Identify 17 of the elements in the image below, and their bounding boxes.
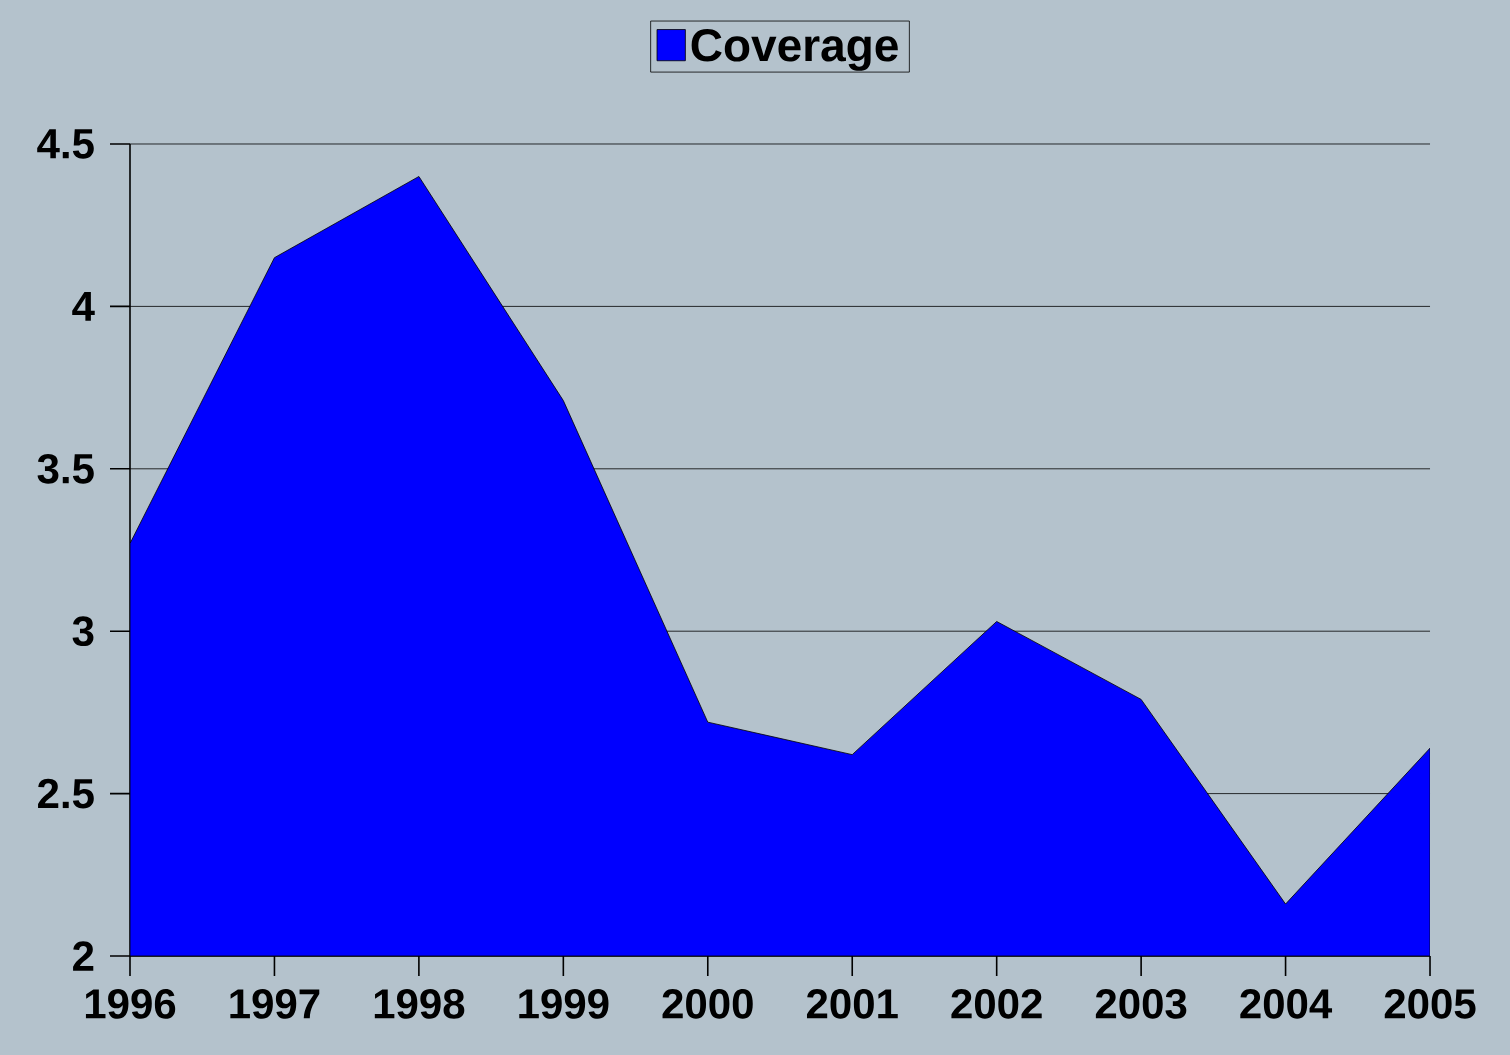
x-tick-label: 2005 — [1384, 989, 1476, 1019]
x-tick-label: 2004 — [1240, 989, 1333, 1019]
y-tick-label: 3 — [72, 616, 94, 647]
y-tick-label: 2.5 — [38, 778, 94, 809]
x-tick-label: 2001 — [806, 989, 898, 1019]
x-tick-label: 2000 — [662, 989, 753, 1019]
y-tick-label: 4 — [72, 291, 95, 321]
legend-label: Coverage — [691, 29, 898, 71]
x-tick-label: 1997 — [230, 989, 320, 1019]
x-tick-label: 1998 — [374, 989, 465, 1019]
x-tick-label: 1999 — [519, 989, 609, 1019]
x-tick-label: 2002 — [951, 989, 1042, 1019]
x-tick-label: 2003 — [1095, 989, 1187, 1019]
y-tick-label: 4.5 — [37, 129, 94, 159]
x-tick-label: 1996 — [85, 989, 176, 1019]
y-tick-label: 2 — [73, 941, 94, 971]
y-tick-label: 3.5 — [37, 453, 94, 484]
